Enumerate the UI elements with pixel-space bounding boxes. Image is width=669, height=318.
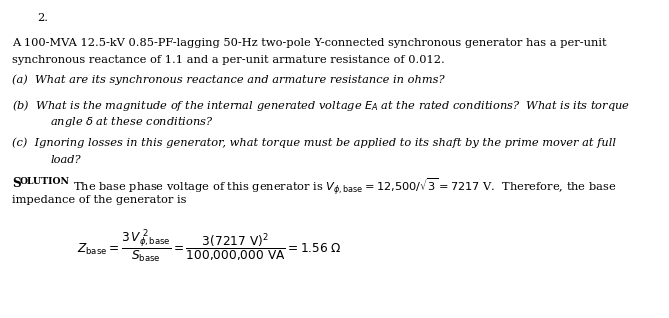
Text: synchronous reactance of 1.1 and a per-unit armature resistance of 0.012.: synchronous reactance of 1.1 and a per-u… bbox=[12, 55, 445, 65]
Text: S: S bbox=[12, 177, 21, 190]
Text: The base phase voltage of this generator is $V_{\phi,\mathrm{base}} = 12{,}500/\: The base phase voltage of this generator… bbox=[66, 177, 616, 198]
Text: A 100-MVA 12.5-kV 0.85-PF-lagging 50-Hz two-pole Y-connected synchronous generat: A 100-MVA 12.5-kV 0.85-PF-lagging 50-Hz … bbox=[12, 38, 607, 48]
Text: (c)  Ignoring losses in this generator, what torque must be applied to its shaft: (c) Ignoring losses in this generator, w… bbox=[12, 138, 616, 148]
Text: (a)  What are its synchronous reactance and armature resistance in ohms?: (a) What are its synchronous reactance a… bbox=[12, 74, 445, 85]
Text: load?: load? bbox=[50, 155, 81, 165]
Text: (b)  What is the magnitude of the internal generated voltage $E_A$ at the rated : (b) What is the magnitude of the interna… bbox=[12, 98, 630, 113]
Text: 2.: 2. bbox=[37, 13, 47, 23]
Text: impedance of the generator is: impedance of the generator is bbox=[12, 195, 187, 204]
Text: $Z_{\mathrm{base}} = \dfrac{3\,V_{\phi,\mathrm{base}}^{\ 2}}{S_{\mathrm{base}}} : $Z_{\mathrm{base}} = \dfrac{3\,V_{\phi,\… bbox=[77, 227, 342, 265]
Text: angle $\delta$ at these conditions?: angle $\delta$ at these conditions? bbox=[50, 115, 214, 129]
Text: OLUTION: OLUTION bbox=[20, 177, 70, 186]
